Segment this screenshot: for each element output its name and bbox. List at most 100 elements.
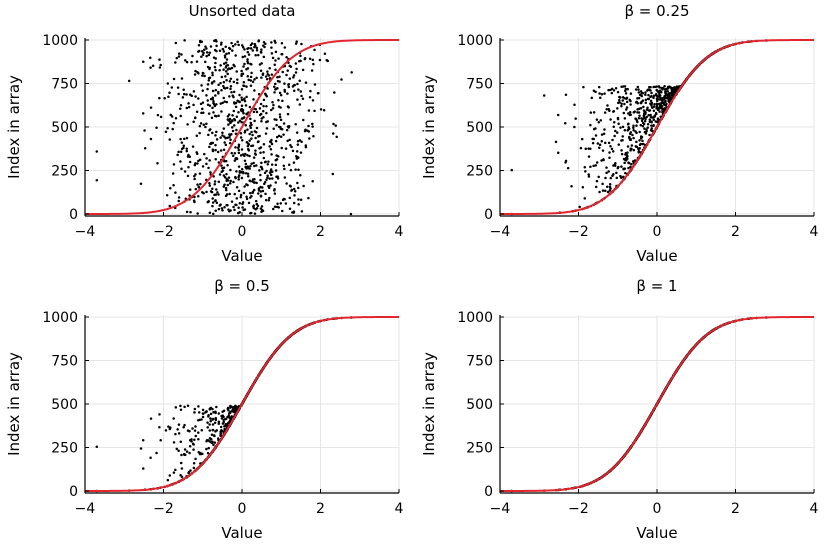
data-point: [208, 423, 211, 426]
data-point: [285, 73, 288, 77]
data-point: [223, 100, 226, 103]
data-point: [243, 208, 247, 211]
data-point: [246, 67, 250, 70]
data-point: [271, 177, 274, 180]
data-point: [226, 164, 229, 167]
data-point: [235, 128, 238, 132]
data-point: [279, 118, 283, 122]
data-point: [653, 102, 656, 106]
y-tick-label: 250: [466, 441, 493, 457]
data-point: [195, 110, 199, 113]
data-point: [222, 84, 225, 88]
data-point: [240, 138, 244, 142]
data-point: [219, 149, 223, 152]
data-point: [187, 105, 191, 109]
data-point: [235, 70, 238, 73]
data-point: [248, 154, 251, 158]
data-point: [590, 96, 594, 100]
data-point: [589, 147, 592, 150]
data-point: [242, 112, 245, 115]
data-point: [630, 147, 633, 151]
data-point: [298, 103, 302, 106]
data-point: [196, 212, 199, 215]
data-point: [217, 422, 221, 426]
data-point: [632, 126, 635, 130]
data-point: [627, 122, 630, 126]
data-point: [650, 129, 654, 133]
data-point: [269, 148, 273, 151]
x-axis-label: Value: [636, 524, 677, 542]
x-tick-label: −2: [153, 224, 174, 240]
data-point: [304, 128, 307, 132]
data-point: [238, 201, 242, 205]
data-point: [164, 130, 168, 133]
data-point: [295, 40, 298, 43]
data-point: [608, 156, 611, 160]
data-point: [243, 185, 246, 188]
data-point: [254, 199, 258, 203]
data-point: [187, 102, 190, 105]
data-point: [304, 144, 308, 147]
data-point: [236, 40, 239, 44]
data-point: [228, 141, 232, 145]
data-point: [165, 193, 169, 197]
data-point: [249, 117, 252, 121]
data-point: [198, 131, 201, 135]
data-point: [229, 85, 233, 88]
data-point: [573, 103, 576, 106]
data-point: [288, 138, 291, 142]
y-tick-label: 250: [466, 164, 493, 180]
data-point: [221, 169, 225, 172]
data-point: [637, 149, 641, 153]
data-point: [254, 54, 257, 57]
data-point: [250, 194, 253, 198]
data-point: [278, 75, 281, 78]
data-point: [207, 53, 211, 57]
data-point: [202, 111, 205, 114]
data-point: [225, 52, 228, 56]
data-point: [201, 101, 205, 104]
data-point: [237, 189, 241, 193]
data-point: [231, 154, 235, 157]
data-point: [170, 86, 174, 89]
y-axis-label: Index in array: [5, 352, 23, 456]
data-point: [227, 176, 231, 179]
data-point: [605, 107, 608, 111]
data-point: [215, 130, 218, 134]
data-point: [245, 183, 248, 186]
data-point: [188, 451, 191, 455]
panel-2: −4 −2 0 2 4 0 250 500 750 1000 Value Index in array…: [420, 2, 819, 265]
data-point: [232, 205, 235, 209]
data-point: [217, 180, 221, 184]
data-point: [214, 148, 217, 152]
data-point: [211, 106, 214, 110]
data-point: [158, 58, 161, 61]
data-point: [248, 139, 251, 142]
data-point: [636, 120, 639, 124]
data-point: [644, 93, 647, 96]
data-point: [286, 105, 290, 108]
data-point: [197, 97, 200, 100]
data-point: [584, 147, 588, 151]
data-point: [268, 145, 271, 148]
data-point: [231, 129, 235, 133]
data-point: [632, 124, 635, 128]
data-point: [318, 58, 322, 62]
data-point: [254, 149, 257, 152]
data-point: [282, 197, 286, 201]
data-point: [598, 146, 601, 149]
data-point: [185, 149, 189, 153]
data-point: [623, 129, 627, 132]
data-point: [215, 201, 219, 204]
data-point: [270, 138, 273, 142]
data-point: [239, 193, 243, 197]
data-point: [600, 92, 604, 96]
data-point: [233, 152, 237, 155]
data-point: [247, 78, 250, 82]
data-point: [246, 50, 250, 54]
data-point: [227, 51, 231, 55]
data-point: [212, 56, 216, 59]
data-point: [253, 89, 256, 92]
data-point: [230, 66, 234, 70]
x-tick-label: −4: [490, 501, 511, 517]
